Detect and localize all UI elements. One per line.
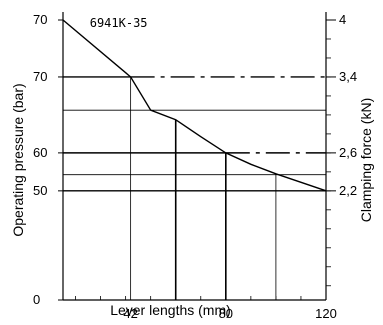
chart-title: 6941K-35 bbox=[90, 16, 148, 30]
y2-axis-title: Clamping force (kN) bbox=[358, 98, 374, 222]
right-tick-label: 2,6 bbox=[339, 145, 357, 160]
right-tick-label: 4 bbox=[339, 12, 346, 27]
x-tick-label: 80 bbox=[219, 306, 233, 320]
left-tick-label: 70 bbox=[33, 12, 47, 27]
left-tick-label: 60 bbox=[33, 145, 47, 160]
x-axis-title: Lever lengths (mm) bbox=[110, 302, 231, 318]
left-tick-label: 0 bbox=[33, 292, 40, 307]
x-tick-label: 120 bbox=[315, 306, 337, 320]
right-tick-label: 3,4 bbox=[339, 69, 357, 84]
x-tick-label: 42 bbox=[123, 306, 137, 320]
left-tick-label: 50 bbox=[33, 183, 47, 198]
y-axis-title: Operating pressure (bar) bbox=[10, 83, 26, 236]
series-curve bbox=[62, 19, 327, 192]
left-tick-label: 70 bbox=[33, 69, 47, 84]
right-tick-label: 2,2 bbox=[339, 183, 357, 198]
